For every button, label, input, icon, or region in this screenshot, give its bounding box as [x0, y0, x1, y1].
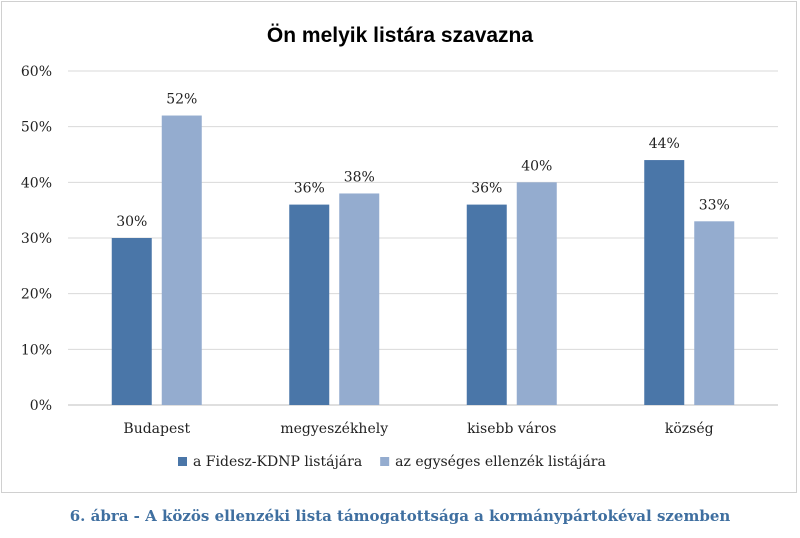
chart-title: Ön melyik listára szavazna	[267, 24, 533, 47]
data-label: 36%	[471, 181, 502, 197]
bar-ellenzek	[339, 193, 380, 405]
data-label: 38%	[344, 169, 375, 185]
bar-fidesz	[466, 204, 507, 405]
bar-chart: Ön melyik listára szavazna 0% 10% 20% 30% 40…	[21, 24, 778, 470]
y-tick-label: 30%	[21, 231, 52, 247]
data-label: 44%	[649, 136, 680, 152]
legend-label: az egységes ellenzék listájára	[395, 454, 606, 470]
data-label: 36%	[294, 181, 325, 197]
legend-swatch	[380, 457, 390, 466]
legend-swatch	[178, 457, 187, 466]
data-label: 33%	[699, 197, 730, 213]
legend: a Fidesz-KDNP listájára az egységes ellen…	[178, 454, 606, 470]
y-axis-ticks: 0% 10% 20% 30% 40% 50% 60%	[21, 64, 52, 414]
bar-fidesz	[289, 204, 330, 405]
bar-fidesz	[111, 238, 152, 405]
category-label: Budapest	[123, 421, 190, 437]
category-label: kisebb város	[467, 421, 556, 437]
category-labels: Budapest megyeszékhely kisebb város község	[123, 421, 713, 437]
bars: 30% 52% 36% 38% 36% 40% 44% 33%	[111, 92, 735, 406]
category-label: megyeszékhely	[280, 421, 388, 437]
y-tick-label: 0%	[30, 398, 52, 414]
chart-frame: Ön melyik listára szavazna 0% 10% 20% 30% 40…	[1, 1, 797, 493]
y-tick-label: 40%	[21, 175, 52, 191]
data-label: 40%	[521, 158, 552, 174]
y-tick-label: 50%	[21, 120, 52, 136]
legend-item: a Fidesz-KDNP listájára	[178, 454, 362, 470]
bar-ellenzek	[694, 221, 735, 405]
category-label: község	[665, 421, 714, 437]
bar-ellenzek	[161, 115, 202, 406]
bar-ellenzek	[516, 182, 557, 405]
bar-fidesz	[644, 160, 685, 405]
legend-label: a Fidesz-KDNP listájára	[193, 454, 362, 470]
data-label: 30%	[116, 214, 147, 230]
data-label: 52%	[166, 92, 197, 108]
y-tick-label: 10%	[21, 342, 52, 358]
figure-caption: 6. ábra - A közös ellenzéki lista támoga…	[69, 507, 731, 525]
y-tick-label: 60%	[21, 64, 52, 80]
y-tick-label: 20%	[21, 287, 52, 303]
legend-item: az egységes ellenzék listájára	[380, 454, 606, 470]
